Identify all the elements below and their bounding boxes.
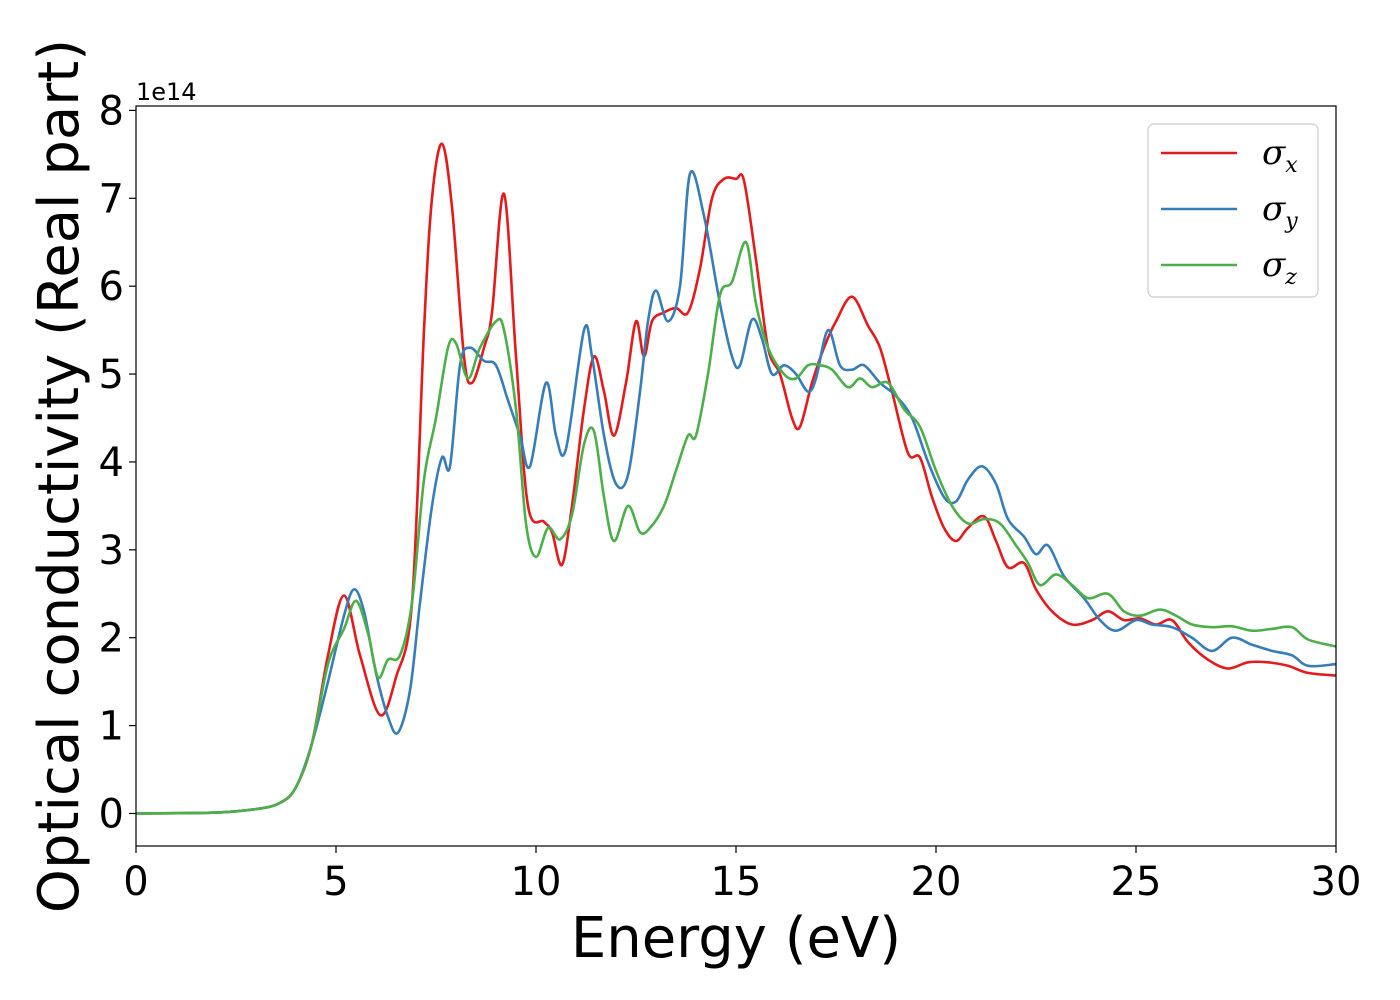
y-tick-label: 0 [99, 791, 124, 837]
legend-frame [1147, 123, 1319, 298]
legend-label-x: σx [1262, 133, 1298, 178]
x-axis-title: Energy (eV) [571, 906, 901, 971]
x-tick-label: 15 [711, 859, 762, 905]
y-tick-label: 1 [99, 704, 124, 750]
x-tick-label: 20 [911, 859, 962, 905]
x-tick-label: 30 [1311, 859, 1362, 905]
legend-label-z: σz [1262, 245, 1297, 290]
y-tick-label: 5 [99, 352, 124, 398]
legend: σx σy σz [1147, 123, 1319, 298]
x-tick-label: 0 [123, 859, 148, 905]
plot-area [136, 106, 1336, 846]
y-tick-label: 4 [99, 440, 124, 486]
y-tick-label: 7 [99, 176, 124, 222]
y-offset-label: 1e14 [136, 78, 197, 106]
y-tick-label: 8 [99, 88, 124, 134]
legend-label-y: σy [1262, 189, 1298, 234]
y-tick-label: 6 [99, 264, 124, 310]
x-axis-ticks: 0 5 10 15 20 25 30 [123, 846, 1361, 905]
y-axis-ticks: 0 1 2 3 4 5 6 7 8 [99, 88, 136, 837]
y-tick-label: 3 [99, 528, 124, 574]
x-tick-label: 25 [1111, 859, 1162, 905]
y-tick-label: 2 [99, 616, 124, 662]
x-tick-label: 5 [323, 859, 348, 905]
series-lines [136, 142, 1336, 815]
series-line-z [136, 240, 1336, 815]
x-tick-label: 10 [511, 859, 562, 905]
y-axis-title: Optical conductivity (Real part) [27, 39, 92, 913]
series-line-y [136, 170, 1336, 815]
